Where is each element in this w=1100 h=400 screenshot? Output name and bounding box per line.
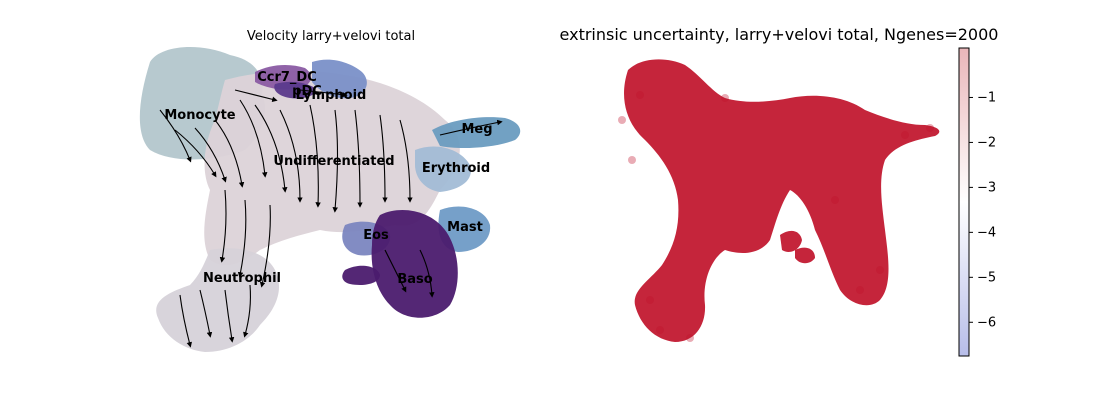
colorbar-tick-label-3: −4 <box>977 225 996 240</box>
label-undifferentiated: Undifferentiated <box>273 154 394 169</box>
label-lymphoid: Lymphoid <box>296 88 367 103</box>
streamline-16 <box>224 289 235 343</box>
label-mast: Mast <box>447 220 483 235</box>
streamline-6 <box>309 104 321 208</box>
streamline-22 <box>384 249 407 293</box>
uncertainty-point-11 <box>636 91 644 99</box>
label-monocyte: Monocyte <box>164 108 235 123</box>
cluster-mast <box>438 206 491 252</box>
colorbar-tick-label-0: −1 <box>977 90 996 105</box>
velocity-panel-title: Velocity larry+velovi total <box>247 29 415 44</box>
uncertainty-point-10 <box>856 286 864 294</box>
cluster-baso-tail <box>342 265 380 285</box>
label-baso: Baso <box>397 272 432 287</box>
cluster-erythroid <box>415 146 471 192</box>
colorbar-tick-label-2: −3 <box>977 180 996 195</box>
colorbar-ticks: −1 −2 −3 −4 −5 −6 <box>969 90 996 330</box>
colorbar-tick-label-4: −5 <box>977 270 996 285</box>
streamline-9 <box>379 114 388 203</box>
streamline-1 <box>194 127 227 183</box>
uncertainty-point-5 <box>876 266 884 274</box>
cluster-neutrophil <box>156 248 280 352</box>
streamline-20 <box>299 89 348 98</box>
streamline-4 <box>254 104 288 193</box>
streamline-21 <box>439 119 503 136</box>
uncertainty-point-9 <box>721 94 729 102</box>
streamline-14 <box>199 289 213 338</box>
uncertainty-point-4 <box>831 196 839 204</box>
cluster-labels: Ccr7_DC pDC Lymphoid Monocyte Meg Undiff… <box>164 70 492 287</box>
cluster-pdc <box>274 81 316 99</box>
streamline-23 <box>419 249 435 298</box>
velocity-embedding <box>139 46 521 352</box>
uncertainty-panel: extrinsic uncertainty, larry+velovi tota… <box>560 25 999 357</box>
uncertainty-point-7 <box>926 124 934 132</box>
uncertainty-point-3 <box>656 326 664 334</box>
streamline-10 <box>399 119 413 203</box>
streamline-12 <box>237 199 247 278</box>
velocity-streamlines <box>159 89 503 348</box>
label-ccr7-dc: Ccr7_DC <box>257 70 317 85</box>
uncertainty-point-1 <box>628 156 636 164</box>
cluster-lymphoid <box>312 59 367 99</box>
colorbar-tick-label-1: −2 <box>977 135 996 150</box>
colorbar-gradient <box>958 47 970 357</box>
label-meg: Meg <box>461 122 492 137</box>
uncertainty-point-2 <box>646 296 654 304</box>
streamline-7 <box>332 109 339 213</box>
uncertainty-point-8 <box>686 334 694 342</box>
uncertainty-point-6 <box>901 131 909 139</box>
colorbar: −1 −2 −3 −4 −5 −6 <box>958 47 996 357</box>
colorbar-tick-label-5: −6 <box>977 315 996 330</box>
label-pdc: pDC <box>292 84 322 99</box>
uncertainty-panel-title: extrinsic uncertainty, larry+velovi tota… <box>560 25 999 44</box>
streamline-11 <box>219 189 227 263</box>
uncertainty-scatter-points <box>618 91 934 342</box>
uncertainty-side-islands <box>780 230 802 252</box>
uncertainty-point-0 <box>618 116 626 124</box>
label-eos: Eos <box>363 228 389 243</box>
uncertainty-main-body <box>624 59 940 342</box>
streamline-2 <box>214 119 245 188</box>
label-neutrophil: Neutrophil <box>203 271 281 286</box>
streamline-18 <box>159 109 192 163</box>
streamline-3 <box>239 99 268 178</box>
uncertainty-embedding <box>618 59 940 342</box>
streamline-15 <box>179 294 192 348</box>
streamline-17 <box>243 284 251 338</box>
streamline-19 <box>234 89 278 103</box>
cluster-baso <box>371 210 458 318</box>
streamline-13 <box>259 204 271 288</box>
streamline-5 <box>279 109 303 203</box>
streamline-8 <box>354 109 363 208</box>
streamline-0 <box>174 129 217 178</box>
velocity-panel: Velocity larry+velovi total Ccr7_DC pDC … <box>139 29 521 352</box>
label-erythroid: Erythroid <box>422 161 490 176</box>
uncertainty-side-islands-2 <box>795 247 815 264</box>
